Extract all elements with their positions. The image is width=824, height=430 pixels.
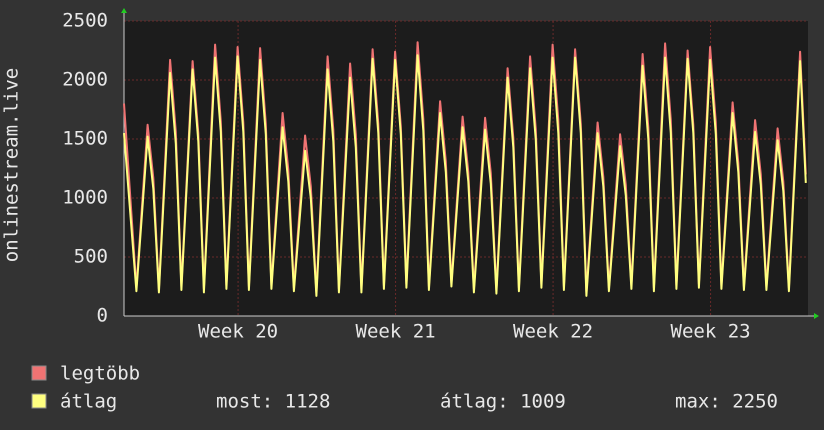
y-axis-label: onlinestream.live	[1, 68, 23, 262]
series-line	[123, 54, 807, 297]
axis-arrow	[121, 8, 127, 13]
y-tick-label: 500	[74, 246, 108, 268]
legend-label: legtöbb	[60, 363, 140, 385]
axis-arrow	[814, 313, 819, 319]
stat: max: 2250	[675, 391, 778, 413]
legend-label: átlag	[60, 391, 117, 413]
y-tick-label: 2000	[62, 69, 108, 91]
stat: most: 1128	[216, 391, 330, 413]
x-tick-label: Week 23	[671, 321, 751, 343]
y-tick-label: 2500	[62, 10, 108, 32]
y-tick-label: 1500	[62, 128, 108, 150]
y-tick-label: 0	[97, 305, 108, 327]
x-tick-label: Week 21	[356, 321, 436, 343]
legend-swatch	[31, 365, 47, 381]
x-tick-label: Week 20	[198, 321, 278, 343]
y-tick-label: 1000	[62, 187, 108, 209]
x-tick-label: Week 22	[513, 321, 593, 343]
stat: átlag: 1009	[440, 391, 566, 413]
legend-swatch	[31, 393, 47, 409]
